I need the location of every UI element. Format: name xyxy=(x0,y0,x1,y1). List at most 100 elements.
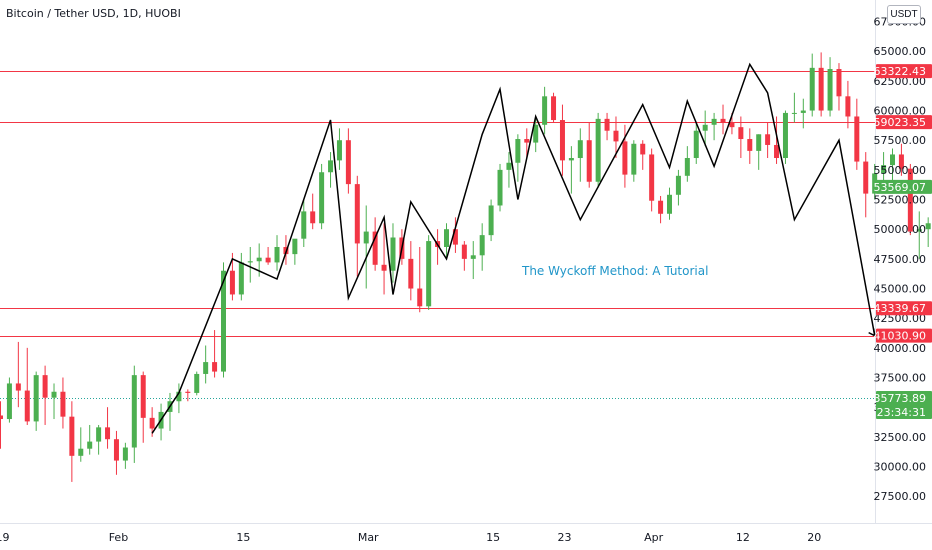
candle xyxy=(497,163,503,212)
candle xyxy=(595,112,601,188)
price-axis[interactable]: 27500.0030000.0032500.0035000.0037500.00… xyxy=(874,16,927,504)
candle xyxy=(417,246,423,313)
candle xyxy=(836,63,842,111)
time-axis[interactable]: 19 Feb 15 Mar 15 23 Apr 12 20 xyxy=(0,531,821,544)
candle xyxy=(336,128,342,170)
candle xyxy=(265,246,271,265)
y-tick-label: 42500.00 xyxy=(874,312,927,325)
candle-body xyxy=(506,162,512,170)
wave-arrowhead xyxy=(868,328,876,337)
candle-body xyxy=(212,362,218,372)
candle xyxy=(51,383,57,420)
x-tick-label: Mar xyxy=(358,531,379,544)
candle xyxy=(809,53,815,117)
y-tick-label: 55000.00 xyxy=(874,164,927,177)
candle-body xyxy=(417,288,423,307)
candle xyxy=(6,377,12,423)
candle xyxy=(916,211,922,259)
candle xyxy=(818,52,824,117)
candle-body xyxy=(372,231,378,265)
y-tick-label: 40000.00 xyxy=(874,342,927,355)
candle xyxy=(301,199,307,247)
candle xyxy=(372,217,378,271)
x-tick-label: 12 xyxy=(736,531,750,544)
currency-selector[interactable]: USDT xyxy=(887,5,921,24)
candle-body xyxy=(881,165,887,174)
candle-body xyxy=(649,154,655,201)
candle xyxy=(60,377,66,429)
candle xyxy=(533,116,539,153)
candle-body xyxy=(461,244,467,259)
candle xyxy=(640,140,646,170)
level-price-tag-bg xyxy=(876,328,932,343)
candle xyxy=(782,110,788,164)
candle xyxy=(925,217,931,247)
candle xyxy=(506,152,512,188)
candle-body xyxy=(702,124,708,131)
candle xyxy=(631,140,637,182)
candle xyxy=(470,241,476,280)
candle xyxy=(515,134,521,182)
candle xyxy=(881,152,887,182)
level-price-tag-bg xyxy=(876,301,932,316)
candle xyxy=(122,442,128,469)
candle-body xyxy=(577,140,583,159)
chart-annotation: The Wyckoff Method: A Tutorial xyxy=(521,264,708,278)
candle-body xyxy=(684,158,690,176)
symbol-title[interactable]: Bitcoin / Tether USD, 1D, HUOBI xyxy=(6,7,181,20)
candle-body xyxy=(488,205,494,236)
candle-body xyxy=(336,140,342,161)
candle xyxy=(542,86,548,135)
candle xyxy=(845,80,851,129)
candle-body xyxy=(738,127,744,140)
candle xyxy=(274,235,280,271)
candle-body xyxy=(203,362,209,374)
candle xyxy=(461,241,467,271)
candle-body xyxy=(631,143,637,175)
x-tick-label: 15 xyxy=(486,531,500,544)
candle-body xyxy=(470,255,476,259)
candle-body xyxy=(78,448,84,456)
candle-body xyxy=(301,211,307,239)
candle-body xyxy=(497,169,503,206)
x-tick-label: 20 xyxy=(807,531,821,544)
candle xyxy=(131,365,137,463)
current-price-tag-label: 35773.89 xyxy=(874,392,927,405)
candle-body xyxy=(238,262,244,295)
candle xyxy=(675,169,681,206)
candle-body xyxy=(0,415,3,420)
candle-body xyxy=(756,134,762,151)
candle-body xyxy=(96,427,102,442)
candle-body xyxy=(354,184,360,244)
candle-body xyxy=(872,173,878,194)
candle-body xyxy=(363,231,369,244)
last-price-tag-label: 53569.07 xyxy=(874,181,927,194)
candle xyxy=(113,430,119,475)
candle-body xyxy=(791,112,797,114)
price-tags: 63322.43 59023.35 43339.67 41030.90 53569.07… xyxy=(874,64,932,419)
candle-body xyxy=(444,229,449,247)
candle-body xyxy=(149,417,155,429)
candle-body xyxy=(720,118,726,123)
last-price-tag-bg xyxy=(876,179,932,194)
candle xyxy=(667,187,672,220)
candle-body xyxy=(265,257,271,263)
candle-body xyxy=(51,391,57,398)
candle xyxy=(42,365,48,425)
candle xyxy=(649,148,655,212)
candle-body xyxy=(426,241,432,307)
candle xyxy=(408,241,414,301)
candle xyxy=(854,98,860,170)
candle xyxy=(212,330,218,378)
candle xyxy=(720,104,726,135)
candle xyxy=(319,163,325,230)
candle xyxy=(310,193,316,230)
candle xyxy=(452,217,458,253)
candle-body xyxy=(622,141,628,175)
candle xyxy=(702,110,708,147)
candle xyxy=(105,407,111,449)
candle xyxy=(345,128,351,194)
candle-body xyxy=(221,270,226,372)
candle-body xyxy=(345,140,351,185)
